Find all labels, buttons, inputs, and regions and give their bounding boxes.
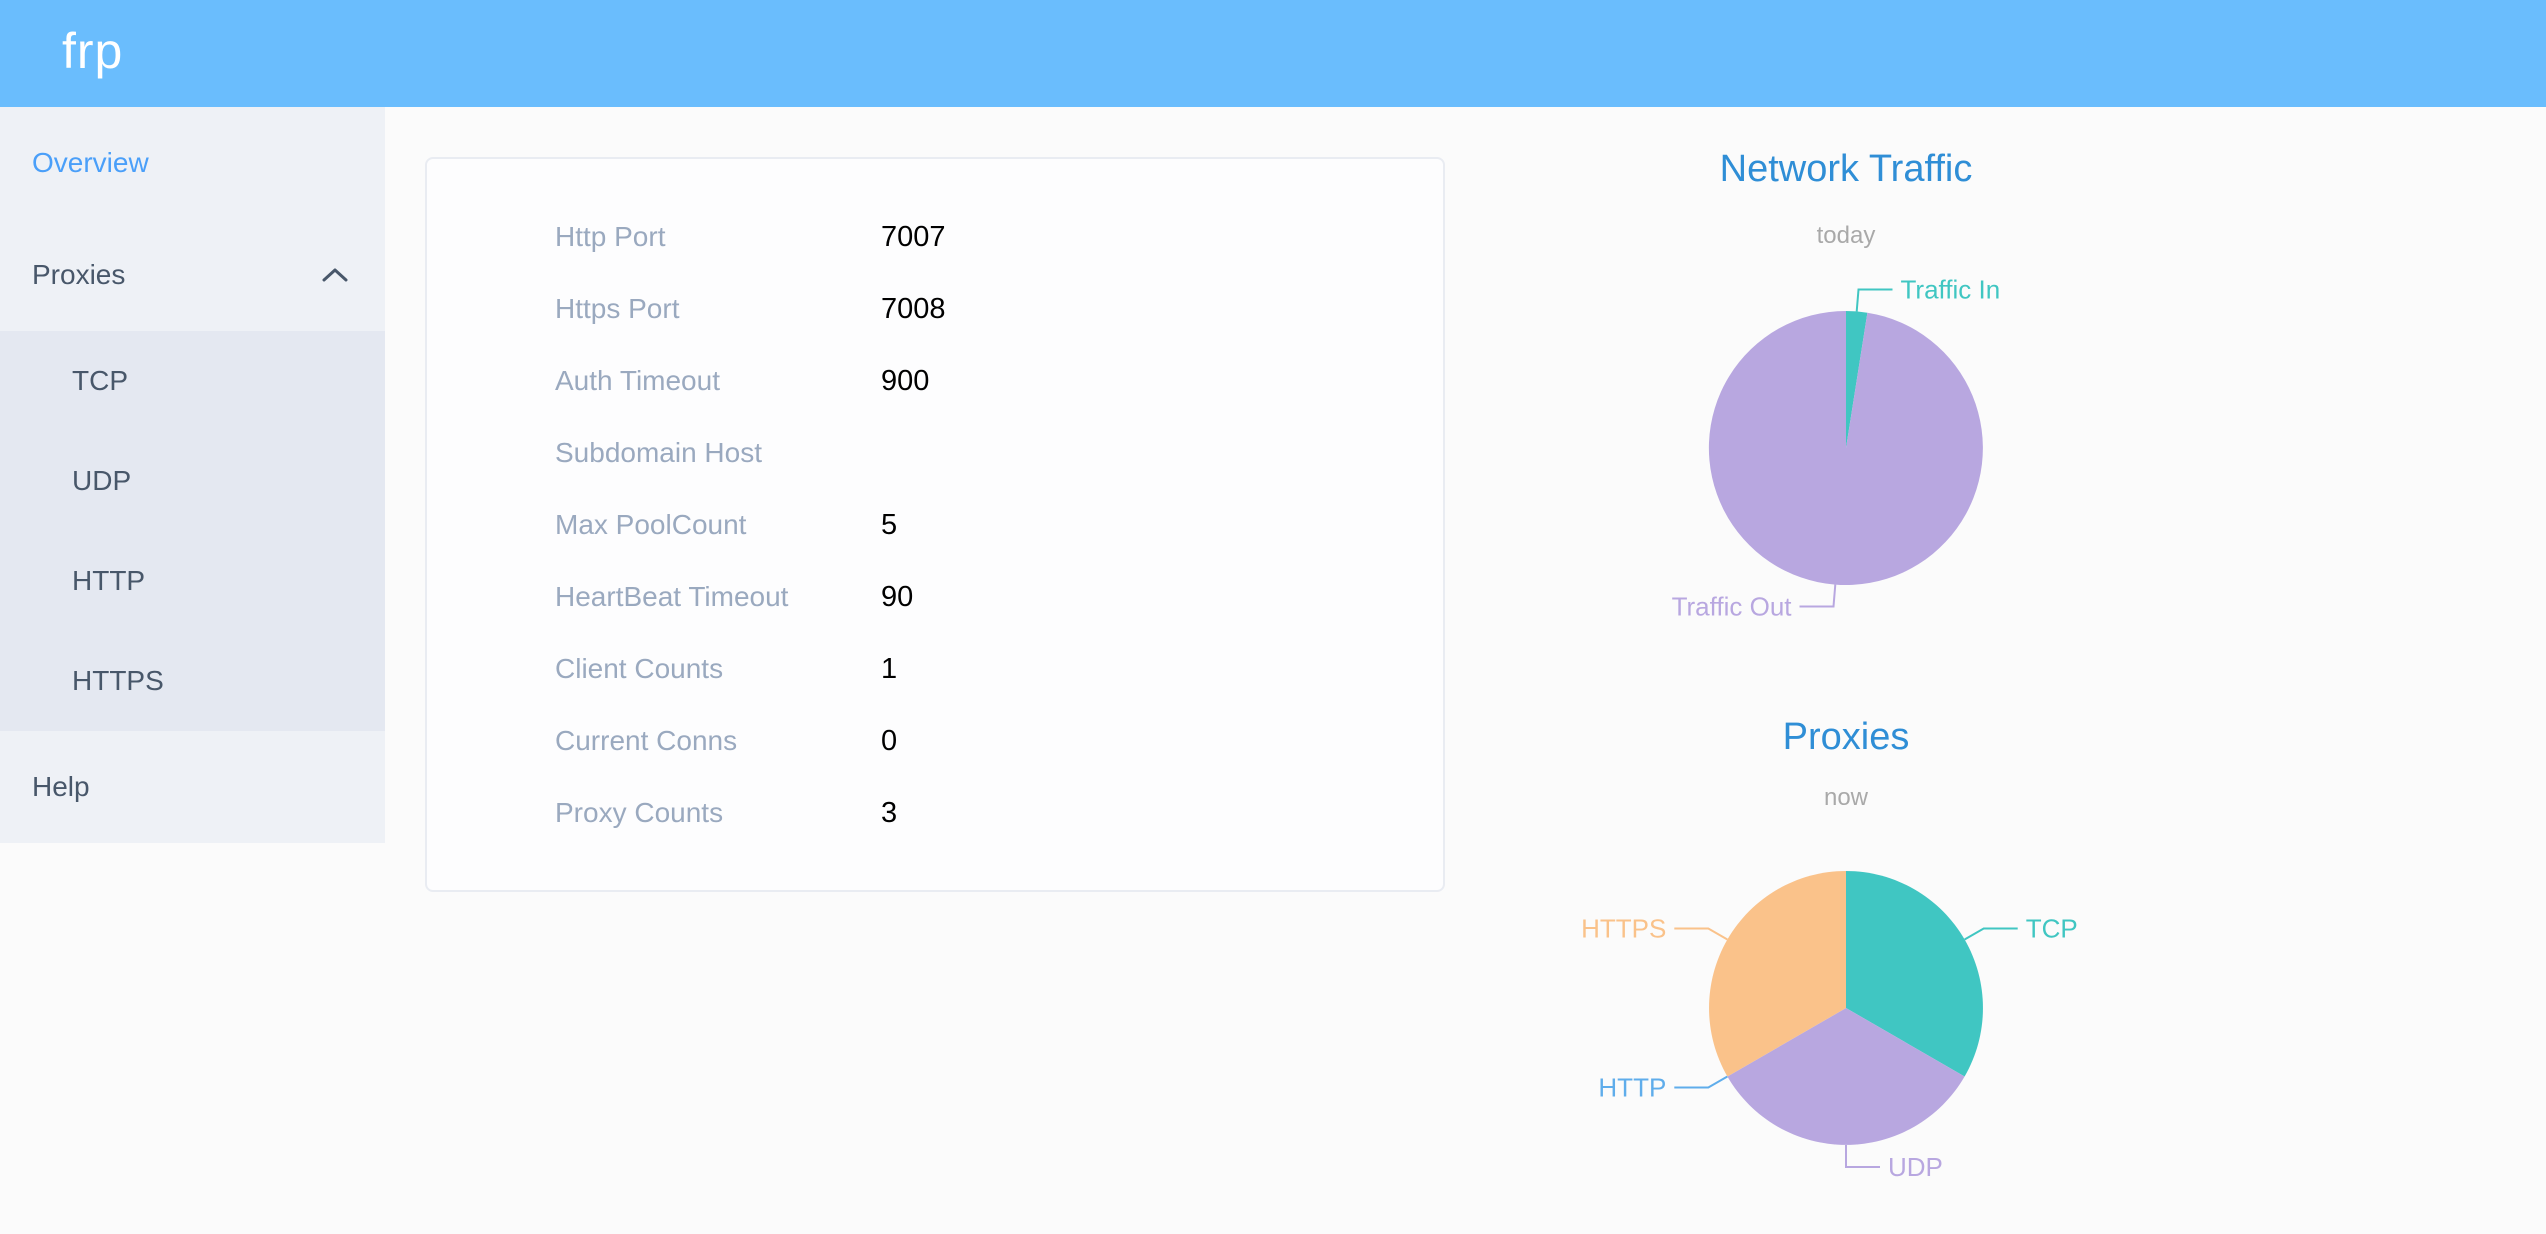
network-traffic-chart-subtitle: today (1816, 222, 1876, 249)
proxies-chart-subtitle: now (1823, 784, 1869, 811)
sidebar-item-label: HTTPS (72, 665, 164, 696)
sidebar-menu: Overview Proxies TCP UDP HTTP HTTPS Help (0, 107, 385, 843)
sidebar-item-label: HTTP (72, 565, 146, 596)
pie-label-line-udp (1845, 1145, 1880, 1168)
field-value: 0 (881, 724, 898, 757)
server-info-rows: Http Port 7007 Https Port 7008 Auth Timeout 9… (427, 201, 1443, 849)
server-info-row-auth-timeout: Auth Timeout 900 (427, 345, 1443, 417)
server-info-card: Http Port 7007 Https Port 7008 Auth Timeout 9… (425, 157, 1445, 892)
pie-label-tcp: TCP (2026, 914, 2078, 944)
network-traffic-pie-chart: Traffic In Traffic Out (1672, 275, 2001, 622)
server-info-row-current-conns: Current Conns 0 (427, 705, 1443, 777)
pie-slice-udp[interactable] (1727, 1008, 1965, 1145)
sidebar-item-overview[interactable]: Overview (0, 107, 385, 219)
sidebar-item-http[interactable]: HTTP (0, 531, 385, 631)
server-info-row-subdomain-host: Subdomain Host (427, 417, 1443, 489)
server-info-row-heartbeat-timeout: HeartBeat Timeout 90 (427, 561, 1443, 633)
sidebar-item-https[interactable]: HTTPS (0, 631, 385, 731)
server-info-row-client-counts: Client Counts 1 (427, 633, 1443, 705)
field-label: HeartBeat Timeout (555, 581, 789, 612)
field-value: 5 (881, 508, 898, 541)
sidebar-item-tcp[interactable]: TCP (0, 331, 385, 431)
pie-label-line-tcp (1964, 927, 2018, 941)
chevron-up-icon (322, 268, 348, 282)
field-label: Subdomain Host (555, 437, 763, 468)
field-label: Auth Timeout (555, 365, 720, 396)
pie-slice-https[interactable] (1709, 871, 1846, 1077)
pie-label-line-https (1674, 927, 1728, 941)
pie-slice-traffic-out[interactable] (1708, 310, 1983, 585)
sidebar-item-label: UDP (72, 465, 132, 496)
pie-label-https: HTTPS (1581, 914, 1666, 944)
pie-label-line-traffic-in (1855, 288, 1893, 312)
sidebar-item-help[interactable]: Help (0, 731, 385, 843)
field-value: 3 (881, 796, 898, 829)
field-label: Client Counts (555, 653, 724, 684)
field-value: 7008 (881, 292, 946, 325)
field-label: Current Conns (555, 725, 738, 756)
pie-label-http: HTTP (1598, 1073, 1666, 1103)
field-label: Http Port (555, 221, 666, 252)
field-label: Proxy Counts (555, 797, 724, 828)
proxies-pie-chart: TCP UDP HTTP HTTPS (1581, 871, 2078, 1182)
app-logo: frp (62, 23, 124, 79)
sidebar-item-proxies[interactable]: Proxies (0, 219, 385, 331)
server-info-row-https-port: Https Port 7008 (427, 273, 1443, 345)
field-label: Https Port (555, 293, 680, 324)
pie-label-udp: UDP (1888, 1152, 1943, 1182)
field-value: 7007 (881, 220, 946, 253)
field-value: 900 (881, 364, 930, 397)
app-header: frp (0, 0, 2546, 107)
pie-slice-tcp[interactable] (1846, 871, 1983, 1077)
sidebar-item-udp[interactable]: UDP (0, 431, 385, 531)
field-label: Max PoolCount (555, 509, 747, 540)
pie-label-line-http (1674, 1075, 1728, 1089)
sidebar: Overview Proxies TCP UDP HTTP HTTPS Help (0, 107, 385, 843)
sidebar-submenu: TCP UDP HTTP HTTPS (0, 331, 385, 731)
server-info-row-proxy-counts: Proxy Counts 3 (427, 777, 1443, 849)
network-traffic-chart-title: Network Traffic (1719, 148, 1973, 190)
sidebar-item-label: TCP (72, 365, 128, 396)
sidebar-item-label: Overview (32, 147, 149, 178)
server-info-row-http-port: Http Port 7007 (427, 201, 1443, 273)
pie-label-traffic-in: Traffic In (1901, 275, 2001, 305)
sidebar-item-label: Help (32, 771, 90, 802)
pie-label-traffic-out: Traffic Out (1672, 592, 1793, 622)
field-value: 1 (881, 652, 898, 685)
pie-slice-traffic-in[interactable] (1846, 311, 1868, 448)
field-value: 90 (881, 580, 914, 613)
sidebar-item-label: Proxies (32, 259, 126, 290)
server-info-row-max-poolcount: Max PoolCount 5 (427, 489, 1443, 561)
proxies-chart-title: Proxies (1782, 716, 1910, 758)
pie-label-line-traffic-out (1799, 584, 1837, 608)
